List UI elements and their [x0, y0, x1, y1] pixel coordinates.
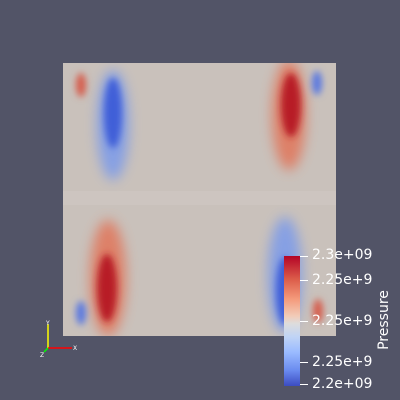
field-mid-band [63, 191, 336, 205]
colorbar-tick-label-5: 2.2e+09 [312, 376, 373, 392]
low-pressure-core-top-left [104, 78, 122, 148]
axis-z-label: Z [40, 352, 44, 358]
pressure-field-plot [63, 63, 336, 336]
axis-y-label: Y [45, 320, 50, 327]
colorbar-tick-label-2: 2.25e+9 [312, 272, 373, 288]
orientation-axes-icon: Y X Z [40, 320, 77, 358]
colorbar-tick-1 [300, 256, 308, 257]
colorbar-title: Pressure [376, 290, 392, 350]
colorbar-tick-3 [300, 321, 308, 322]
axis-z-line [43, 347, 49, 353]
high-pressure-core-top-right [281, 73, 301, 137]
colorbar-tick-4 [300, 362, 308, 363]
edge-high-spot-bottom-right [313, 299, 323, 323]
colorbar-tick-label-1: 2.3e+09 [312, 247, 373, 263]
high-pressure-core-bottom-left [97, 254, 117, 322]
colorbar-tick-5 [300, 384, 308, 385]
colorbar-tick-label-3: 2.25e+9 [312, 313, 373, 329]
edge-high-spot-top-left [76, 73, 86, 97]
edge-low-spot-top-right [312, 71, 322, 95]
colorbar-tick-2 [300, 280, 308, 281]
pressure-colorbar [284, 256, 300, 386]
edge-low-spot-bottom-left [76, 301, 86, 325]
colorbar-tick-label-4: 2.25e+9 [312, 354, 373, 370]
axis-x-label: X [73, 345, 77, 352]
